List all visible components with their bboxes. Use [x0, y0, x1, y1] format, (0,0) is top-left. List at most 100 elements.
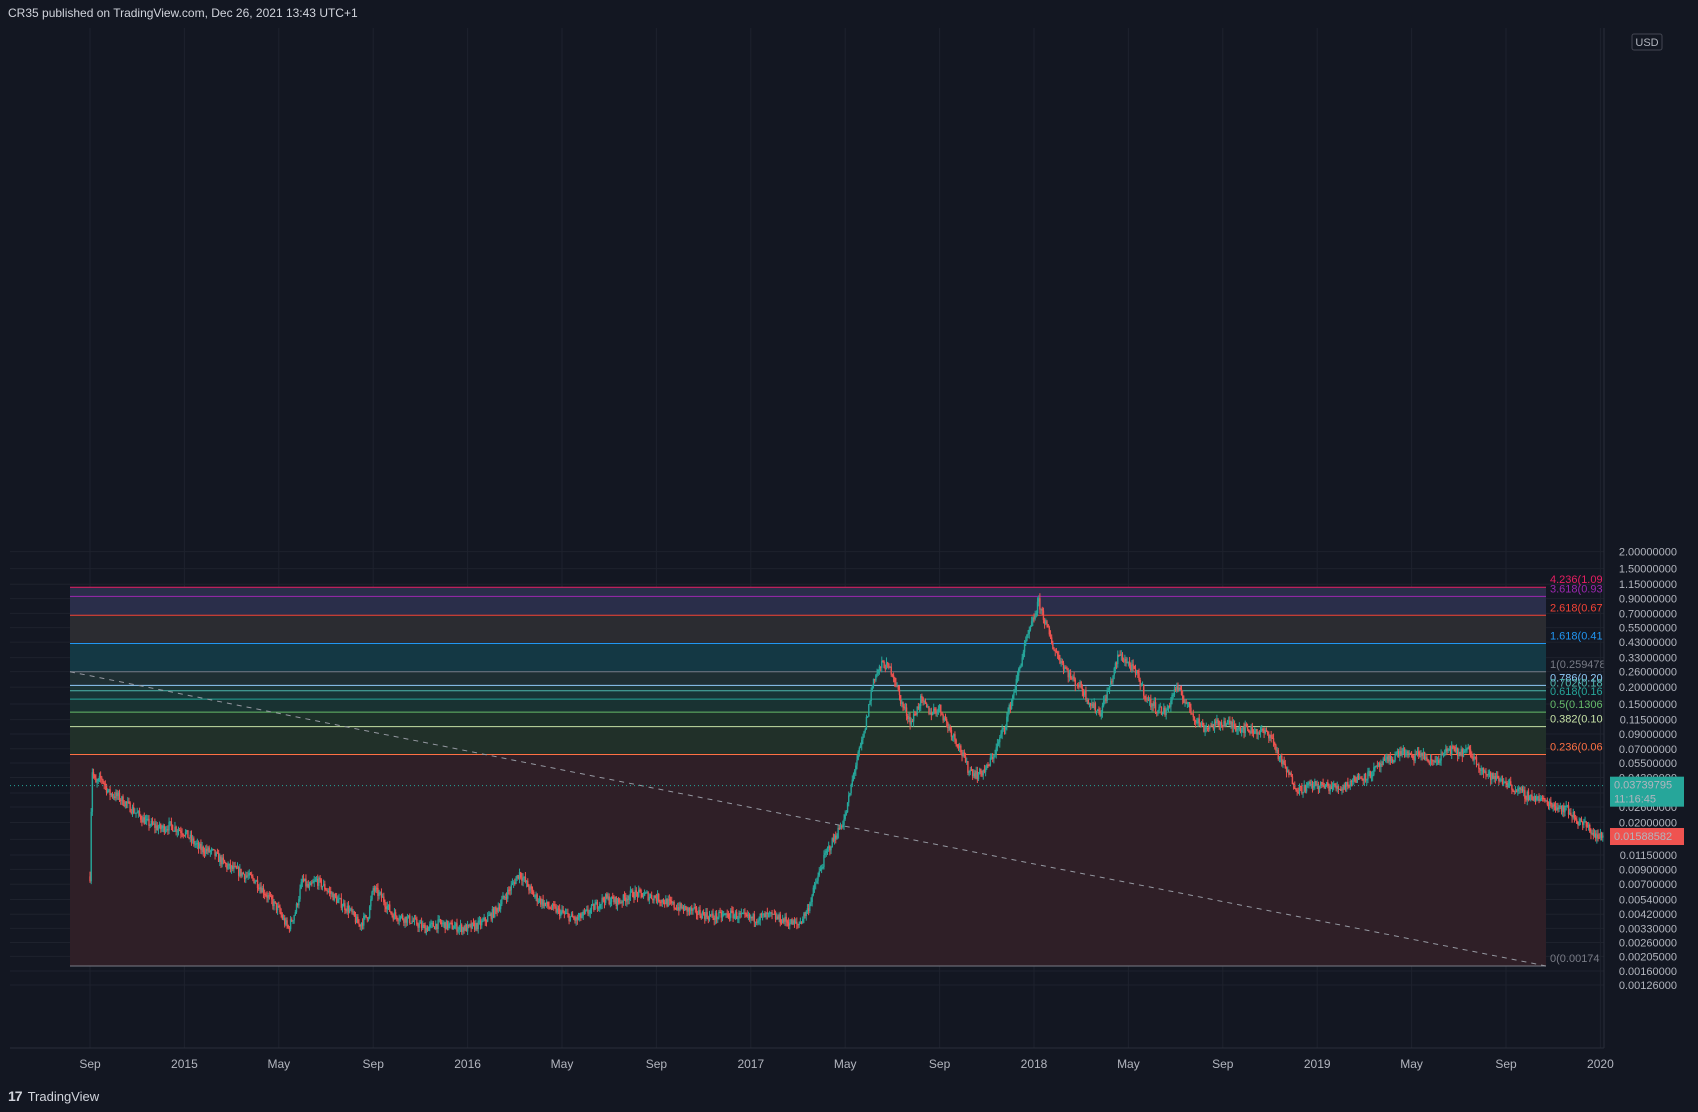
price-tick-10: 0.15000000 [1619, 699, 1677, 711]
candle-body-374 [530, 886, 533, 889]
candle-body-421 [586, 909, 588, 911]
candle-body-1195 [1499, 779, 1501, 782]
candle-body-592 [787, 922, 790, 926]
candle-body-898 [1148, 698, 1151, 701]
candle-body-888 [1137, 670, 1139, 674]
footer-brand[interactable]: 17 TradingView [8, 1088, 99, 1104]
candle-body-1005 [1275, 745, 1277, 751]
candle-body-698 [912, 713, 915, 722]
candle-body-739 [961, 752, 963, 757]
candle-body-1134 [1427, 759, 1429, 763]
candle-body-1012 [1283, 760, 1285, 764]
candle-body-501 [680, 903, 682, 909]
candle-body-899 [1150, 698, 1152, 708]
candle-body-979 [1244, 724, 1246, 734]
candle-body-716 [934, 708, 936, 711]
currency-badge[interactable]: USD [1631, 33, 1663, 51]
candle-body-294 [436, 923, 438, 930]
candle-body-830 [1068, 672, 1071, 678]
candle-body-676 [886, 662, 889, 664]
candle-body-1277 [1596, 834, 1598, 839]
candle-body-1196 [1500, 779, 1502, 781]
candle-body-740 [962, 752, 964, 757]
candle-body-243 [376, 887, 378, 889]
candle-body-45 [142, 817, 144, 823]
time-tick-6: Sep [646, 1057, 668, 1071]
candle-body-124 [235, 866, 238, 869]
candle-body-79 [182, 834, 184, 836]
candle-body-1022 [1295, 788, 1297, 790]
candle-body-384 [542, 899, 544, 907]
candle-body-6 [96, 781, 98, 783]
candle-body-1250 [1564, 806, 1566, 813]
candle-body-264 [400, 915, 403, 917]
candle-body-65 [166, 829, 168, 831]
candle-body-259 [394, 912, 397, 916]
dashed-trendline[interactable] [69, 671, 1547, 967]
candle-body-296 [438, 919, 440, 921]
candle-body-16 [108, 789, 110, 791]
candle-body-1150 [1446, 748, 1448, 751]
candle-body-640 [844, 814, 846, 819]
candle-body-562 [752, 914, 754, 919]
candle-body-653 [859, 744, 862, 748]
candle-body-1059 [1338, 788, 1341, 790]
candle-body-737 [958, 745, 961, 748]
candle-body-1159 [1456, 747, 1459, 757]
candle-body-1137 [1430, 759, 1433, 761]
candle-body-1104 [1392, 758, 1394, 763]
price-axis[interactable] [1604, 28, 1698, 1048]
candle-body-657 [864, 729, 866, 732]
candle-body-423 [588, 913, 590, 915]
candle-body-858 [1101, 705, 1104, 714]
candle-body-109 [217, 853, 220, 862]
candle-body-638 [842, 825, 844, 827]
candle-body-736 [957, 746, 960, 748]
candle-body-415 [579, 913, 581, 918]
candle-body-1175 [1475, 756, 1478, 765]
candle-body-168 [287, 925, 289, 928]
candle-body-350 [502, 895, 504, 900]
candle-body-1246 [1559, 806, 1561, 808]
candle-body-1055 [1334, 783, 1336, 787]
candle-body-378 [535, 894, 537, 897]
candle-body-1133 [1426, 757, 1428, 760]
candle-body-327 [475, 923, 477, 930]
candle-body-1197 [1501, 779, 1504, 784]
candle-body-848 [1089, 703, 1092, 706]
candle-body-8 [98, 776, 101, 779]
candle-body-356 [509, 890, 511, 892]
candle-body-260 [396, 915, 398, 920]
candle-body-449 [619, 902, 621, 904]
candle-body-854 [1097, 709, 1099, 712]
candle-body-647 [852, 774, 855, 780]
candle-body-1128 [1420, 752, 1422, 757]
candle-body-235 [366, 917, 368, 920]
candle-body-689 [902, 702, 904, 707]
candle-body-1060 [1340, 788, 1342, 791]
candle-body-861 [1105, 698, 1107, 701]
candle-body-424 [589, 909, 592, 914]
candle-body-1255 [1570, 812, 1572, 816]
candle-body-349 [501, 899, 503, 905]
candle-body-1027 [1301, 786, 1303, 793]
candle-body-624 [825, 850, 828, 853]
fib-lines [70, 586, 1546, 967]
candle-body-78 [181, 832, 183, 835]
candle-body-942 [1200, 722, 1203, 727]
candle-body-783 [1013, 692, 1015, 696]
candle-body-234 [365, 915, 367, 918]
candle-body-1099 [1386, 756, 1388, 760]
candle-body-833 [1072, 676, 1074, 679]
candle-body-559 [748, 914, 751, 919]
candle-body-516 [698, 909, 700, 915]
candle-body-1143 [1438, 760, 1440, 763]
fib-zones [70, 587, 1546, 966]
candle-body-135 [248, 872, 250, 876]
candle-body-496 [674, 907, 676, 909]
candle-body-1030 [1304, 785, 1307, 792]
candle-body-1174 [1474, 756, 1477, 758]
candle-body-988 [1255, 729, 1257, 732]
candle-body-253 [387, 904, 390, 906]
